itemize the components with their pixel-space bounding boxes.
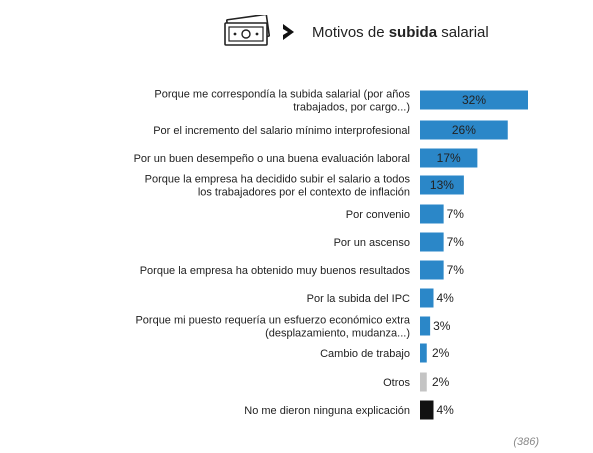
bar bbox=[420, 316, 431, 336]
value-label: 4% bbox=[437, 403, 455, 417]
bar bbox=[420, 148, 478, 168]
bar bbox=[420, 232, 444, 252]
category-label: Por la subida del IPC bbox=[307, 293, 410, 305]
value-label: 3% bbox=[433, 319, 451, 333]
category-label: Por un ascenso bbox=[334, 237, 410, 249]
bar bbox=[420, 343, 427, 363]
sample-size-note: (386) bbox=[513, 436, 539, 448]
bar bbox=[420, 288, 434, 308]
category-label: Por convenio bbox=[346, 209, 410, 221]
category-label: Por el incremento del salario mínimo int… bbox=[153, 125, 410, 137]
bar bbox=[420, 260, 444, 280]
value-label: 2% bbox=[432, 375, 450, 389]
category-label: Porque me correspondía la subida salaria… bbox=[154, 89, 410, 114]
category-label: Porque la empresa ha decidido subir el s… bbox=[145, 174, 411, 199]
value-label: 7% bbox=[447, 207, 465, 221]
bar bbox=[420, 120, 508, 140]
money-bill-icon bbox=[224, 15, 271, 46]
bar bbox=[420, 372, 427, 392]
value-label: 7% bbox=[447, 235, 465, 249]
value-label: 7% bbox=[447, 263, 465, 277]
value-label: 32% bbox=[462, 93, 486, 107]
category-label: Por un buen desempeño o una buena evalua… bbox=[134, 153, 410, 165]
category-label: Otros bbox=[383, 377, 410, 389]
bar bbox=[420, 204, 444, 224]
bar bbox=[420, 90, 528, 110]
category-label: Porque la empresa ha obtenido muy buenos… bbox=[140, 265, 411, 277]
bar bbox=[420, 400, 434, 420]
chart-header: Motivos de subida salarial bbox=[222, 14, 489, 50]
chevron-right-icon bbox=[283, 24, 294, 40]
category-label: Porque mi puesto requería un esfuerzo ec… bbox=[135, 315, 410, 340]
value-label: 26% bbox=[452, 123, 476, 137]
chart-title: Motivos de subida salarial bbox=[312, 23, 489, 41]
category-label: No me dieron ninguna explicación bbox=[244, 405, 410, 417]
value-label: 13% bbox=[430, 178, 454, 192]
category-label: Cambio de trabajo bbox=[320, 348, 410, 360]
value-label: 17% bbox=[437, 151, 461, 165]
value-label: 2% bbox=[432, 346, 450, 360]
value-label: 4% bbox=[437, 291, 455, 305]
bar bbox=[420, 175, 464, 195]
